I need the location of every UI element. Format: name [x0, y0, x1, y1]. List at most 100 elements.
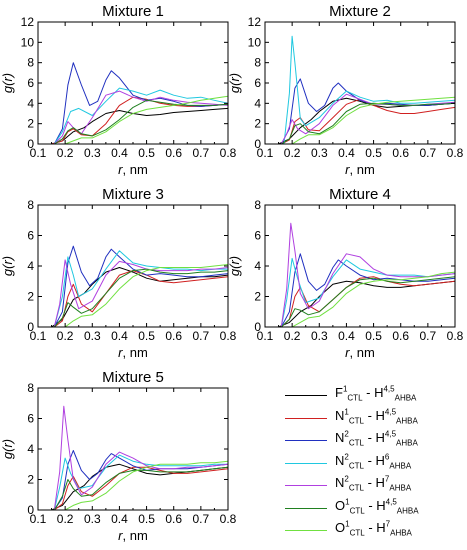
series-line: [38, 454, 228, 510]
x-axis-label: r, nm: [345, 162, 375, 177]
y-tick-label: 8: [27, 56, 34, 70]
y-tick-label: 8: [254, 198, 261, 212]
x-axis-label: r, nm: [118, 162, 148, 177]
y-tick-label: 0: [254, 320, 261, 334]
legend-atom-a-index: 1: [345, 497, 350, 507]
x-tick-label: 0.8: [447, 146, 464, 160]
x-tick-label: 0.2: [284, 329, 301, 343]
x-tick-label: 0.5: [365, 146, 382, 160]
y-tick-label: 4: [27, 259, 34, 273]
x-tick-label: 0.6: [392, 329, 409, 343]
legend-atom-b: H: [376, 497, 386, 513]
x-tick-label: 0.2: [284, 146, 301, 160]
legend-entry: O1CTL - H4,5AHBA: [283, 498, 463, 521]
y-tick-label: 6: [254, 76, 261, 90]
series-line: [38, 250, 228, 327]
y-tick-label: 0: [254, 137, 261, 151]
x-axis-label-unit: , nm: [123, 162, 148, 177]
x-axis-label-symbol: r: [118, 528, 123, 543]
x-tick-label: 0.3: [84, 146, 101, 160]
x-tick-label: 0.2: [57, 146, 74, 160]
y-axis-label: g(r): [0, 439, 15, 459]
legend-atom-b-molecule: AHBA: [396, 416, 418, 426]
legend-line-swatch: [285, 440, 327, 441]
x-tick-label: 0.5: [138, 146, 155, 160]
x-tick-label: 0.1: [30, 512, 47, 526]
legend-separator: -: [363, 475, 376, 490]
series-line: [38, 405, 228, 510]
x-tick-label: 0.5: [365, 329, 382, 343]
x-tick-label: 0.4: [338, 146, 355, 160]
legend-atom-a-molecule: CTL: [347, 393, 363, 403]
legend-line-swatch: [285, 507, 327, 509]
x-tick-label: 0.8: [220, 146, 237, 160]
legend-entry: N2CTL - H6AHBA: [283, 453, 463, 476]
y-tick-label: 0: [27, 137, 34, 151]
series-line: [38, 460, 228, 510]
x-axis-label: r, nm: [345, 345, 375, 360]
x-tick-label: 0.4: [111, 329, 128, 343]
legend-atom-b-molecule: AHBA: [390, 528, 412, 538]
y-tick-label: 8: [254, 56, 261, 70]
legend-entry: O1CTL - H7AHBA: [283, 520, 463, 543]
legend-entry: N1CTL - H4,5AHBA: [283, 408, 463, 431]
legend-atom-b-index: 6: [384, 452, 390, 462]
series-line: [265, 257, 455, 327]
legend-label: N2CTL - H4,5AHBA: [335, 429, 418, 448]
legend-atom-b: H: [375, 475, 385, 490]
series-line: [38, 267, 228, 327]
series-line: [265, 271, 455, 327]
y-tick-label: 10: [248, 35, 262, 49]
legend-separator: -: [363, 407, 376, 423]
legend-separator: -: [362, 385, 375, 400]
x-axis-label-symbol: r: [118, 345, 123, 360]
y-tick-label: 0: [27, 503, 34, 517]
legend-atom-a: N: [335, 475, 345, 490]
series-line: [38, 107, 228, 144]
chart-panel: 0.1 0.2 0.3 0.4 0.5 0.6 0.7 0.8 0 2 4 6 8 Mixture 5 r,…: [0, 369, 237, 543]
legend-atom-a: N: [335, 407, 345, 423]
x-axis-label-symbol: r: [345, 162, 350, 177]
series-line: [265, 96, 455, 144]
chart-panel: 0.1 0.2 0.3 0.4 0.5 0.6 0.7 0.8 0 2 4 6 8 10 12 Mixture…: [227, 3, 464, 177]
x-tick-label: 0.6: [165, 512, 182, 526]
legend-label: N2CTL - H6AHBA: [335, 452, 411, 470]
legend-atom-a: F: [335, 385, 343, 400]
chart-panel: 0.1 0.2 0.3 0.4 0.5 0.6 0.7 0.8 0 2 4 6 8 10 12 Mixture…: [0, 3, 237, 177]
y-tick-label: 12: [248, 15, 262, 29]
x-tick-label: 0.5: [138, 512, 155, 526]
chart-title: Mixture 4: [329, 186, 391, 203]
x-tick-label: 0.6: [392, 146, 409, 160]
y-tick-label: 2: [27, 117, 34, 131]
legend-atom-a-molecule: CTL: [348, 438, 364, 448]
legend-atom-b-index: 4,5: [383, 384, 395, 394]
x-axis-label-symbol: r: [118, 162, 123, 177]
y-tick-label: 2: [27, 473, 34, 487]
y-tick-label: 6: [254, 229, 261, 243]
legend-atom-a: N: [335, 430, 345, 445]
legend-atom-a-molecule: CTL: [348, 483, 364, 493]
x-tick-label: 0.3: [84, 329, 101, 343]
x-tick-label: 0.6: [165, 329, 182, 343]
legend-atom-a-index: 2: [344, 429, 349, 439]
legend-atom-a-index: 2: [344, 474, 349, 484]
series-line: [38, 245, 228, 327]
x-tick-label: 0.1: [30, 146, 47, 160]
y-axis-label: g(r): [227, 73, 242, 93]
series-line: [38, 259, 228, 327]
y-tick-label: 8: [27, 198, 34, 212]
x-tick-label: 0.3: [311, 146, 328, 160]
legend-atom-b-index: 7: [384, 474, 390, 484]
legend-atom-a-index: 1: [344, 407, 349, 417]
series-line: [38, 270, 228, 327]
y-tick-label: 6: [27, 229, 34, 243]
series-line: [38, 264, 228, 327]
legend-atom-b-index: 4,5: [384, 429, 397, 439]
legend-atom-a-molecule: CTL: [349, 528, 365, 538]
x-tick-label: 0.3: [311, 329, 328, 343]
x-tick-label: 0.8: [447, 329, 464, 343]
legend-atom-a: O: [335, 497, 346, 513]
legend: F1CTL - H4,5AHBA N1CTL - H4,5AHBA N2CTL …: [283, 385, 463, 543]
legend-atom-a-molecule: CTL: [349, 506, 365, 516]
